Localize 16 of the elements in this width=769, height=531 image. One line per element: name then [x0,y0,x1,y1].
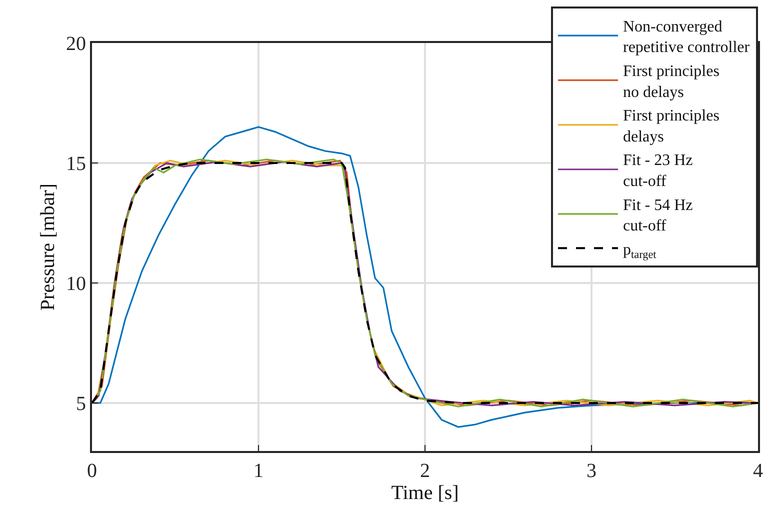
y-tick-label: 5 [76,393,86,415]
y-axis-title: Pressure [mbar] [37,183,59,311]
legend-label: p$_{target}$ [623,241,658,261]
x-tick-label: 3 [586,460,596,482]
x-tick-label: 0 [87,460,97,482]
x-tick-label: 2 [420,460,430,482]
x-tick-label: 4 [753,460,763,482]
legend-label: Non-converged repetitive controller [623,18,750,56]
x-tick-label: 1 [254,460,264,482]
legend-label: Fit - 23 Hz cut-off [623,152,693,190]
legend-label: First principles no delays [623,63,720,101]
legend-label: First principles delays [623,108,720,146]
y-tick-label: 20 [66,33,86,55]
y-tick-label: 15 [66,153,86,175]
y-tick-label: 10 [66,273,86,295]
x-axis-title: Time [s] [391,482,459,504]
